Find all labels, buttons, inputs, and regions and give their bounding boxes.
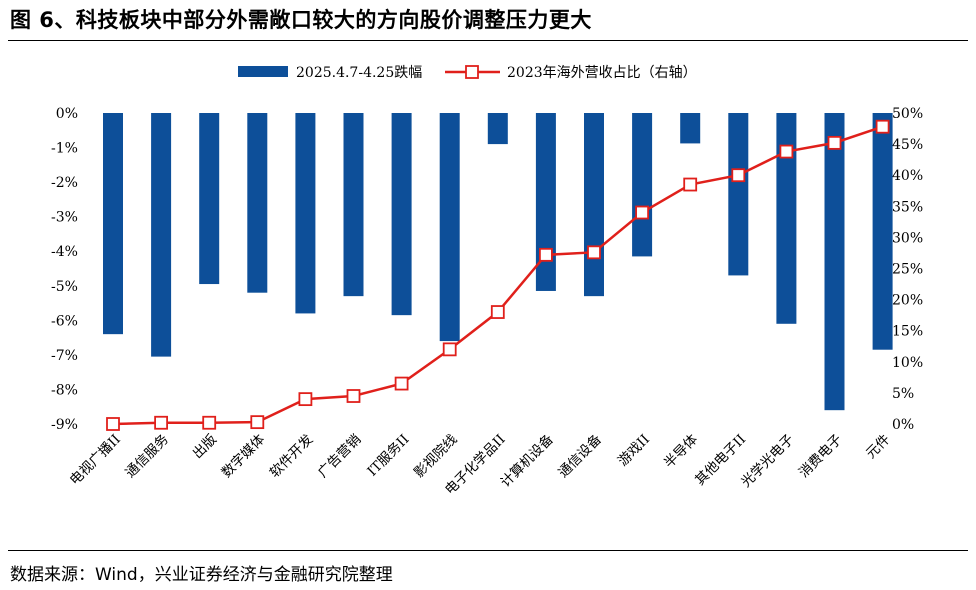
line-marker [394, 376, 409, 391]
bar [151, 113, 172, 357]
left-tick-label: -7% [51, 348, 78, 364]
top-rule [8, 40, 968, 41]
right-tick-label: 20% [892, 293, 923, 309]
category-label: 数字媒体 [219, 431, 269, 481]
category-label: 通信服务 [122, 432, 171, 481]
right-tick-label: 40% [892, 168, 923, 184]
right-tick-label: 50% [892, 106, 923, 122]
bar [391, 113, 412, 316]
category-label: 光学光电子 [738, 432, 797, 491]
bar [535, 113, 556, 291]
line-marker [442, 342, 457, 357]
bar [728, 113, 749, 276]
line-marker [490, 305, 505, 319]
bar [872, 113, 893, 350]
legend-bar-label: 2025.4.7-4.25跌幅 [296, 65, 422, 81]
bar [584, 113, 604, 297]
line-marker [106, 417, 120, 431]
category-label: 半导体 [661, 431, 701, 471]
line-marker [731, 168, 746, 183]
category-label: 计算机设备 [497, 430, 557, 490]
left-tick-label: 0% [56, 106, 78, 122]
line-marker [298, 392, 313, 407]
right-tick-label: 35% [892, 199, 923, 215]
bar [487, 113, 508, 145]
left-tick-label: -4% [51, 244, 78, 260]
bar [103, 113, 123, 335]
category-label: 通信设备 [555, 430, 606, 481]
left-tick-label: -6% [51, 313, 78, 329]
left-tick-label: -5% [51, 279, 78, 295]
right-tick-label: 0% [892, 417, 914, 433]
right-tick-label: 5% [892, 386, 914, 402]
right-tick-label: 10% [892, 355, 923, 371]
left-axis: 0% -1% -2% -3% -4% -5% -6% -7% -8% -9% [51, 106, 78, 433]
legend: 2025.4.7-4.25跌幅 2023年海外营收占比（右轴） [238, 65, 697, 81]
line-marker [779, 144, 794, 159]
legend-line-marker [465, 65, 479, 79]
left-tick-label: -1% [51, 141, 78, 157]
bar [295, 113, 316, 314]
category-label: 消费电子 [796, 432, 845, 481]
left-tick-label: -3% [51, 210, 78, 226]
line-marker [683, 177, 698, 192]
category-label: 元件 [863, 432, 893, 462]
bar [247, 113, 268, 293]
right-axis: 50% 45% 40% 35% 30% 25% 20% 15% 10% 5% 0% [892, 106, 923, 433]
line-path [112, 125, 883, 426]
line-marker [875, 119, 890, 134]
right-tick-label: 25% [892, 262, 923, 278]
bar [632, 113, 653, 257]
chart-title: 图 6、科技板块中部分外需敞口较大的方向股价调整压力更大 [10, 8, 592, 32]
left-tick-label: -8% [51, 382, 78, 398]
legend-line-label: 2023年海外营收占比（右轴） [507, 65, 697, 81]
category-label: 电视广播II [67, 432, 124, 489]
bar [343, 113, 364, 297]
bar [439, 113, 460, 342]
bottom-rule [8, 550, 968, 551]
bar [776, 113, 797, 324]
right-tick-label: 30% [892, 230, 923, 246]
source-note: 数据来源：Wind，兴业证券经济与金融研究院整理 [10, 565, 393, 585]
bar [680, 113, 701, 144]
line-series [106, 119, 890, 431]
line-marker [539, 247, 553, 262]
line-marker [346, 389, 361, 403]
left-tick-label: -2% [51, 175, 78, 191]
category-label: 软件开发 [267, 431, 317, 481]
category-label: IT服务II [364, 432, 412, 480]
line-marker [635, 205, 649, 220]
bar [824, 113, 845, 411]
line-marker [250, 415, 265, 430]
category-label: 影视院线 [411, 432, 460, 481]
category-label: 出版 [190, 432, 220, 462]
category-label: 游戏II [615, 432, 653, 470]
right-tick-label: 15% [892, 324, 923, 340]
bar-series [103, 113, 893, 411]
category-label: 广告营销 [315, 432, 364, 481]
left-tick-label: -9% [51, 417, 78, 433]
legend-bar-swatch [238, 66, 288, 77]
line-marker [827, 135, 842, 150]
line-marker [587, 245, 601, 260]
line-marker [202, 415, 217, 430]
right-tick-label: 45% [892, 137, 923, 153]
line-marker [154, 415, 169, 430]
bar [199, 113, 220, 285]
